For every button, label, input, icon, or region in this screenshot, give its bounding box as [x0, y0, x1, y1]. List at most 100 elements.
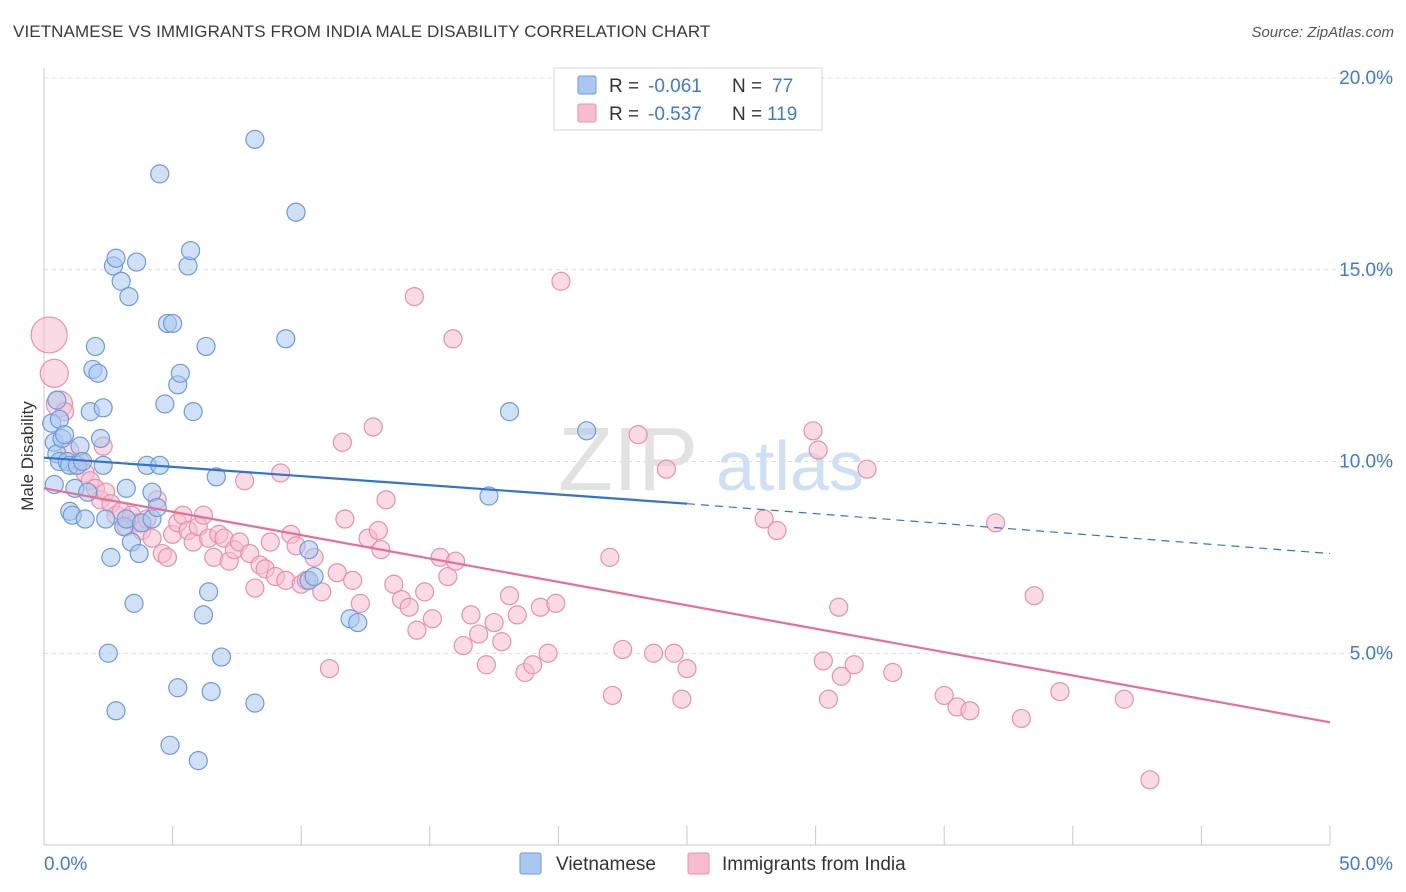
- watermark-atlas: atlas: [716, 427, 864, 505]
- vietnamese-point: [85, 336, 106, 357]
- india-point: [538, 643, 558, 663]
- vietnamese-point: [155, 394, 175, 414]
- vietnamese-point: [163, 313, 183, 334]
- india-point: [343, 570, 363, 590]
- india-point: [857, 459, 877, 479]
- vietnamese-point: [245, 129, 265, 149]
- x-tick-label: 50.0%: [1339, 854, 1393, 875]
- india-point: [1024, 586, 1044, 606]
- vietnamese-point: [119, 286, 139, 307]
- india-point: [461, 605, 481, 625]
- india-point: [829, 597, 849, 617]
- india-point: [551, 271, 571, 291]
- india-point: [312, 582, 332, 602]
- vietnamese-point: [96, 509, 116, 529]
- vietnamese-point: [577, 421, 597, 441]
- legend-swatch-blue: [577, 75, 597, 95]
- india-point: [1050, 681, 1070, 702]
- india-point: [476, 655, 496, 675]
- india-point: [384, 574, 404, 594]
- india-point: [600, 547, 620, 567]
- vietnamese-point: [98, 643, 118, 663]
- india-point: [363, 417, 383, 437]
- legend-n-label-1: N =: [732, 104, 762, 125]
- chart-title: VIETNAMESE VS IMMIGRANTS FROM INDIA MALE…: [13, 22, 711, 41]
- y-tick-label: 15.0%: [1339, 260, 1393, 281]
- india-point: [245, 578, 265, 598]
- vietnamese-point: [304, 566, 324, 587]
- india-point: [368, 520, 388, 541]
- legend-r-value-0: -0.061: [648, 76, 702, 97]
- legend-bottom-swatch-pink: [687, 852, 710, 875]
- y-tick-label: 20.0%: [1339, 68, 1393, 89]
- india-point: [960, 701, 980, 721]
- india-point: [803, 421, 823, 441]
- vietnamese-point: [106, 248, 126, 268]
- india-point: [484, 612, 504, 633]
- vietnamese-point: [183, 402, 203, 422]
- india-point: [672, 689, 692, 709]
- india-point: [332, 432, 352, 452]
- india-point: [831, 666, 851, 686]
- india-point: [986, 513, 1006, 533]
- trend-lines: [43, 456, 1331, 724]
- india-point: [453, 635, 473, 656]
- india-point: [438, 566, 458, 587]
- india-point: [260, 532, 280, 552]
- india-point: [327, 563, 347, 583]
- india-point: [767, 520, 787, 541]
- vietnamese-point: [111, 271, 131, 291]
- vietnamese-point: [348, 612, 368, 633]
- vietnamese-point: [201, 681, 221, 702]
- vietnamese-point: [206, 467, 226, 487]
- vietnamese-point: [124, 593, 144, 613]
- india-point: [142, 528, 162, 548]
- india-point: [469, 624, 489, 644]
- india-point: [407, 620, 427, 640]
- india-point: [813, 651, 833, 671]
- vietnamese-point: [93, 398, 113, 418]
- y-tick-label: 10.0%: [1339, 452, 1393, 473]
- vietnamese-point: [211, 647, 232, 667]
- vietnamese-point: [286, 202, 306, 222]
- india-point: [677, 658, 697, 679]
- india-point: [808, 440, 828, 460]
- vietnamese-point: [88, 363, 108, 383]
- india-point: [1011, 708, 1031, 729]
- source-label: Source: ZipAtlas.com: [1251, 24, 1394, 41]
- gridlines: [44, 77, 1392, 654]
- india-point: [643, 643, 664, 663]
- legend-top: R = -0.061 N = 77 R = -0.537 N = 119: [553, 67, 823, 131]
- india-point: [602, 685, 623, 706]
- legend-n-value-0: 77: [772, 76, 793, 97]
- legend-swatch-pink: [577, 103, 597, 123]
- watermark: ZIP atlas: [558, 410, 864, 510]
- axes: 5.0% 10.0% 15.0% 20.0% 0.0% 50.0%: [43, 68, 1393, 875]
- india-point: [415, 582, 435, 602]
- india-point: [1140, 770, 1160, 790]
- legend-bottom-label-1: Immigrants from India: [722, 854, 906, 875]
- vietnamese-point: [181, 240, 201, 261]
- legend-bottom-label-0: Vietnamese: [556, 854, 656, 875]
- legend-n-label-0: N =: [732, 76, 762, 97]
- legend-bottom: Vietnamese Immigrants from India: [519, 852, 906, 875]
- vietnamese-point: [170, 363, 190, 383]
- india-trend-line: [43, 487, 1331, 724]
- vietnamese-point: [150, 164, 170, 184]
- vietnamese-point: [276, 329, 296, 349]
- india-point: [1114, 689, 1134, 709]
- scatter-points: [30, 129, 1160, 790]
- india-point: [656, 459, 677, 479]
- vietnamese-point: [193, 605, 214, 625]
- india-point: [350, 593, 370, 613]
- india-point: [443, 329, 463, 349]
- india-point: [399, 597, 419, 617]
- vietnamese-point: [101, 547, 121, 567]
- india-point: [664, 643, 684, 663]
- vietnamese-point: [126, 252, 147, 272]
- india-point: [404, 286, 424, 307]
- vietnamese-point: [160, 735, 180, 755]
- vietnamese-point: [106, 701, 126, 721]
- vietnamese-point: [188, 751, 208, 771]
